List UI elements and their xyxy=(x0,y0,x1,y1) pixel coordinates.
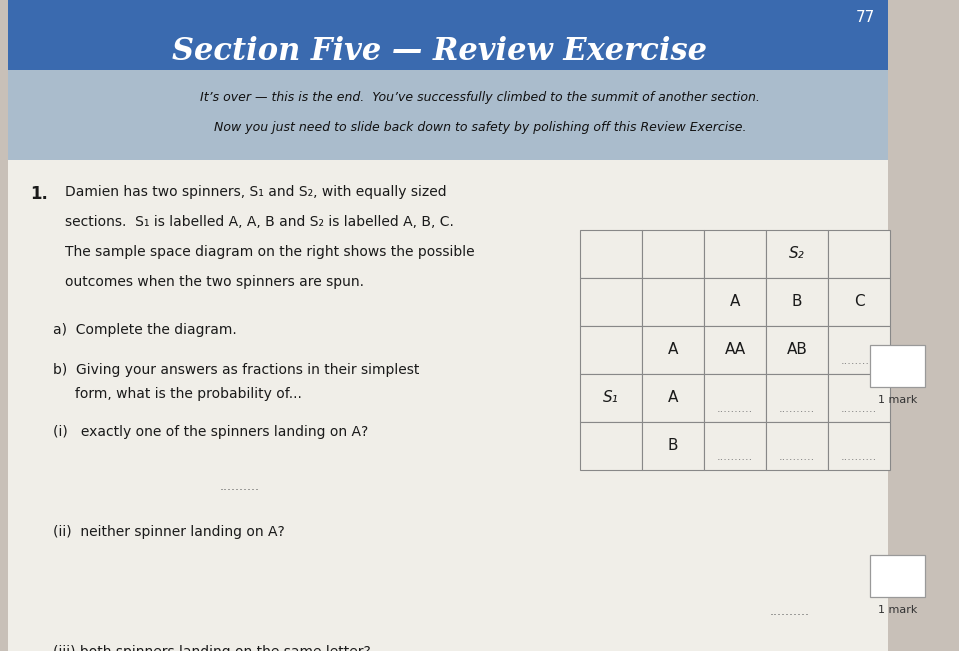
Text: AB: AB xyxy=(786,342,807,357)
Text: ..........: .......... xyxy=(841,356,877,366)
Text: ..........: .......... xyxy=(717,452,753,462)
Text: The sample space diagram on the right shows the possible: The sample space diagram on the right sh… xyxy=(65,245,475,259)
Bar xyxy=(766,422,828,470)
Bar xyxy=(704,230,766,278)
Text: A: A xyxy=(730,294,740,309)
Bar xyxy=(828,374,890,422)
Text: ..........: .......... xyxy=(779,404,815,414)
Bar xyxy=(580,422,642,470)
Text: 77: 77 xyxy=(855,10,875,25)
Text: S₂: S₂ xyxy=(789,247,805,262)
Bar xyxy=(828,326,890,374)
Bar xyxy=(642,326,704,374)
Text: B: B xyxy=(792,294,803,309)
Bar xyxy=(704,278,766,326)
Text: S₁: S₁ xyxy=(603,391,619,406)
Text: 1.: 1. xyxy=(30,185,48,203)
Text: form, what is the probability of...: form, what is the probability of... xyxy=(53,387,302,401)
Bar xyxy=(766,326,828,374)
Bar xyxy=(642,278,704,326)
Bar xyxy=(870,555,925,597)
Text: ..........: .......... xyxy=(717,404,753,414)
Text: It’s over — this is the end.  You’ve successfully climbed to the summit of anoth: It’s over — this is the end. You’ve succ… xyxy=(200,92,760,105)
Text: 1 mark: 1 mark xyxy=(877,605,917,615)
Bar xyxy=(642,230,704,278)
Bar xyxy=(828,278,890,326)
Bar xyxy=(704,374,766,422)
Text: a)  Complete the diagram.: a) Complete the diagram. xyxy=(53,323,237,337)
Bar xyxy=(828,230,890,278)
Text: ..........: .......... xyxy=(841,452,877,462)
Text: b)  Giving your answers as fractions in their simplest: b) Giving your answers as fractions in t… xyxy=(53,363,419,377)
Bar xyxy=(704,326,766,374)
Bar xyxy=(766,374,828,422)
Text: ..........: .......... xyxy=(770,605,810,618)
Text: ..........: .......... xyxy=(220,480,260,493)
Text: 1 mark: 1 mark xyxy=(877,395,917,405)
Bar xyxy=(828,422,890,470)
Bar xyxy=(642,422,704,470)
Bar xyxy=(580,374,642,422)
Bar xyxy=(580,326,642,374)
Text: (i)   exactly one of the spinners landing on A?: (i) exactly one of the spinners landing … xyxy=(53,425,368,439)
Bar xyxy=(580,278,642,326)
Text: ..........: .......... xyxy=(841,404,877,414)
Text: AA: AA xyxy=(724,342,745,357)
Bar xyxy=(580,230,642,278)
Bar xyxy=(766,230,828,278)
Text: outcomes when the two spinners are spun.: outcomes when the two spinners are spun. xyxy=(65,275,364,289)
Bar xyxy=(642,374,704,422)
Text: Now you just need to slide back down to safety by polishing off this Review Exer: Now you just need to slide back down to … xyxy=(214,122,746,135)
Text: sections.  S₁ is labelled A, A, B and S₂ is labelled A, B, C.: sections. S₁ is labelled A, A, B and S₂ … xyxy=(65,215,454,229)
Bar xyxy=(8,70,888,160)
Text: Section Five — Review Exercise: Section Five — Review Exercise xyxy=(173,36,708,68)
Text: A: A xyxy=(667,391,678,406)
Bar xyxy=(766,278,828,326)
Text: ..........: .......... xyxy=(779,452,815,462)
Text: B: B xyxy=(667,439,678,454)
Bar xyxy=(704,422,766,470)
Text: C: C xyxy=(854,294,864,309)
Text: (ii)  neither spinner landing on A?: (ii) neither spinner landing on A? xyxy=(53,525,285,539)
Bar xyxy=(8,0,888,70)
Text: (iii) both spinners landing on the same letter?: (iii) both spinners landing on the same … xyxy=(53,645,371,651)
Text: Damien has two spinners, S₁ and S₂, with equally sized: Damien has two spinners, S₁ and S₂, with… xyxy=(65,185,447,199)
Bar xyxy=(870,345,925,387)
Text: A: A xyxy=(667,342,678,357)
